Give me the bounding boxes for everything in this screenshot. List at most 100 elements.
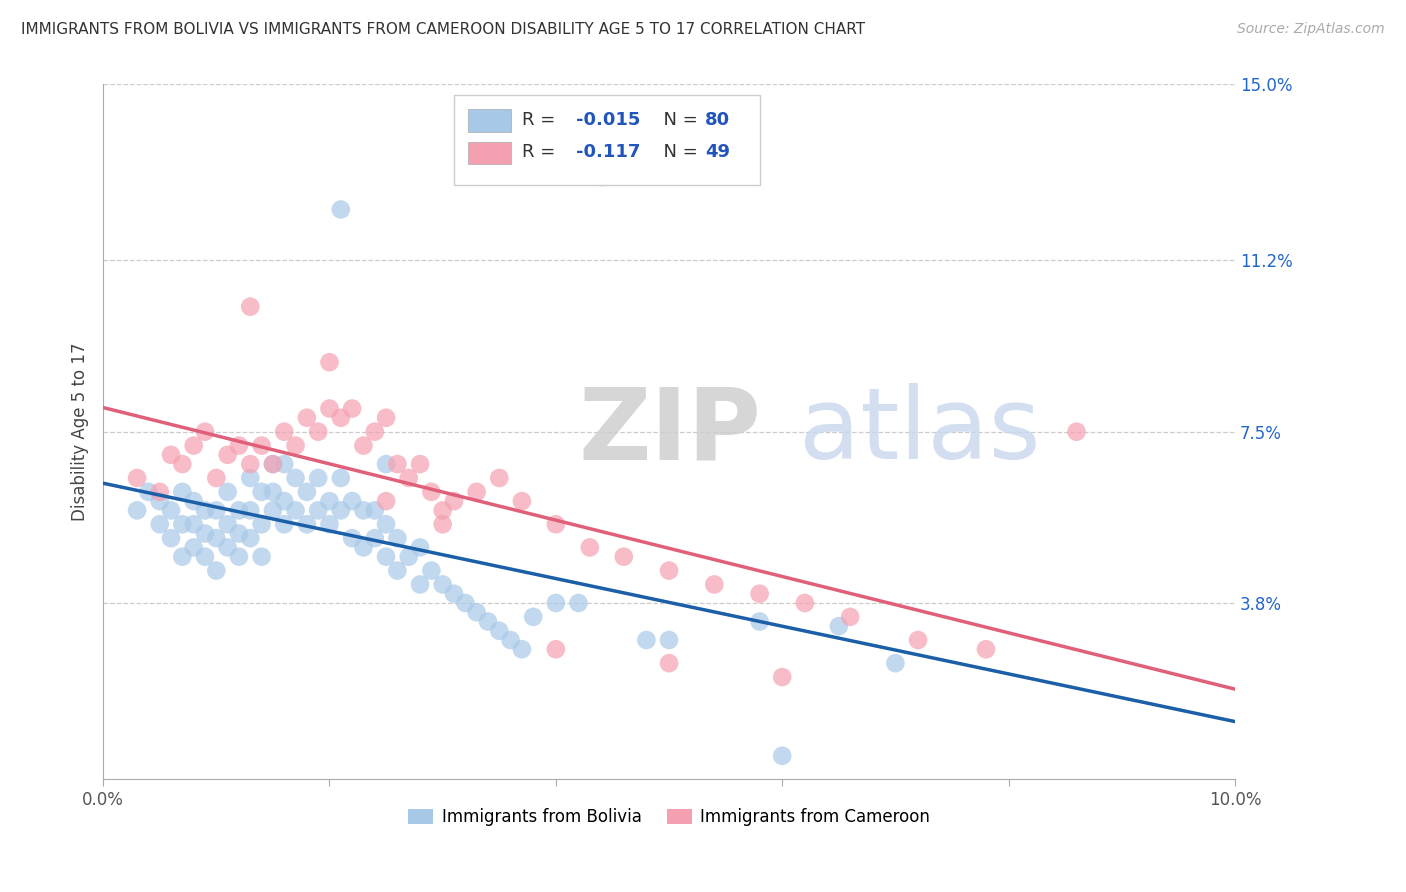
FancyBboxPatch shape xyxy=(468,110,510,132)
Point xyxy=(205,471,228,485)
Point xyxy=(409,541,432,555)
Point xyxy=(239,471,262,485)
Point xyxy=(748,587,770,601)
Point xyxy=(770,748,793,763)
Point xyxy=(318,401,340,416)
Point xyxy=(398,471,420,485)
Point xyxy=(364,531,387,545)
Point xyxy=(364,425,387,439)
Point xyxy=(375,410,398,425)
Point xyxy=(183,494,205,508)
Point xyxy=(160,531,183,545)
Point xyxy=(250,517,273,532)
Point xyxy=(465,605,488,619)
Text: N =: N = xyxy=(652,144,703,161)
Point xyxy=(273,425,295,439)
Text: -0.117: -0.117 xyxy=(576,144,641,161)
Text: R =: R = xyxy=(522,111,561,128)
Point xyxy=(194,526,217,541)
Point xyxy=(703,577,725,591)
Legend: Immigrants from Bolivia, Immigrants from Cameroon: Immigrants from Bolivia, Immigrants from… xyxy=(402,802,936,833)
Point xyxy=(770,670,793,684)
Point xyxy=(432,577,454,591)
Text: 49: 49 xyxy=(706,144,730,161)
Point xyxy=(307,425,329,439)
Point xyxy=(205,564,228,578)
Point xyxy=(884,656,907,670)
Point xyxy=(329,202,352,217)
Point xyxy=(284,439,307,453)
Point xyxy=(387,457,409,471)
Point xyxy=(353,503,375,517)
Point xyxy=(205,531,228,545)
Point xyxy=(907,633,929,648)
Text: -0.015: -0.015 xyxy=(576,111,641,128)
Point xyxy=(217,448,239,462)
Point xyxy=(149,484,172,499)
Point xyxy=(172,484,194,499)
Point xyxy=(658,564,681,578)
Point xyxy=(1066,425,1088,439)
Point xyxy=(488,624,510,638)
FancyBboxPatch shape xyxy=(468,142,510,164)
Point xyxy=(477,615,499,629)
Point xyxy=(295,484,318,499)
Point xyxy=(295,517,318,532)
Point xyxy=(217,541,239,555)
Point xyxy=(250,439,273,453)
Point xyxy=(239,300,262,314)
Point xyxy=(432,517,454,532)
Point xyxy=(273,494,295,508)
Point xyxy=(239,503,262,517)
Point xyxy=(443,587,465,601)
Point xyxy=(205,503,228,517)
Point xyxy=(340,401,363,416)
Point xyxy=(239,531,262,545)
Text: R =: R = xyxy=(522,144,561,161)
Point xyxy=(172,457,194,471)
Point xyxy=(544,596,567,610)
Point xyxy=(217,484,239,499)
Point xyxy=(318,517,340,532)
Point xyxy=(125,471,148,485)
Point xyxy=(228,549,250,564)
Point xyxy=(307,503,329,517)
Point xyxy=(340,531,363,545)
Point xyxy=(828,619,851,633)
Point xyxy=(579,541,602,555)
Point xyxy=(387,564,409,578)
Point xyxy=(353,541,375,555)
Point xyxy=(318,494,340,508)
Point xyxy=(273,457,295,471)
Point xyxy=(228,526,250,541)
Point xyxy=(262,457,284,471)
Point xyxy=(262,484,284,499)
Point xyxy=(262,457,284,471)
Point xyxy=(160,448,183,462)
Point xyxy=(387,531,409,545)
Point xyxy=(499,633,522,648)
Point xyxy=(353,439,375,453)
Text: N =: N = xyxy=(652,111,703,128)
Point xyxy=(544,517,567,532)
Point xyxy=(793,596,815,610)
Point xyxy=(375,549,398,564)
Point xyxy=(567,596,589,610)
Point xyxy=(613,549,636,564)
Point xyxy=(307,471,329,485)
Point xyxy=(443,494,465,508)
Point xyxy=(228,439,250,453)
Point xyxy=(250,549,273,564)
Point xyxy=(522,610,544,624)
Point xyxy=(658,656,681,670)
Point xyxy=(329,471,352,485)
Point xyxy=(125,503,148,517)
Point xyxy=(183,517,205,532)
Point xyxy=(375,517,398,532)
Point xyxy=(375,494,398,508)
Point xyxy=(510,494,533,508)
Point xyxy=(748,615,770,629)
Text: IMMIGRANTS FROM BOLIVIA VS IMMIGRANTS FROM CAMEROON DISABILITY AGE 5 TO 17 CORRE: IMMIGRANTS FROM BOLIVIA VS IMMIGRANTS FR… xyxy=(21,22,865,37)
Y-axis label: Disability Age 5 to 17: Disability Age 5 to 17 xyxy=(72,343,89,521)
FancyBboxPatch shape xyxy=(454,95,759,186)
